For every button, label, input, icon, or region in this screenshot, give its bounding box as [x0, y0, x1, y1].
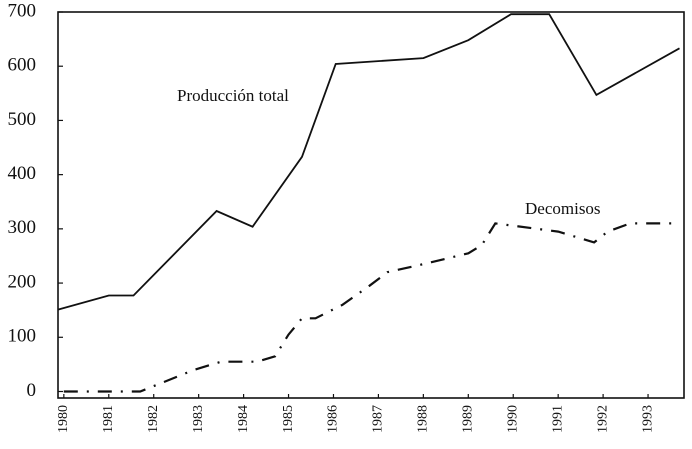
x-tick-label: 1984: [236, 405, 251, 433]
x-tick-label: 1988: [416, 405, 431, 433]
x-tick-label: 1985: [281, 405, 296, 433]
x-tick-label: 1991: [550, 405, 565, 433]
y-tick-label: 200: [8, 271, 37, 292]
y-tick-label: 300: [8, 217, 37, 238]
plot-frame: [57, 11, 685, 399]
x-tick-label: 1990: [505, 405, 520, 433]
series-label: Decomisos: [525, 199, 601, 218]
x-tick-label: 1989: [461, 405, 476, 433]
y-tick-label: 500: [8, 109, 37, 130]
x-tick-label: 1981: [101, 405, 116, 433]
x-tick-label: 1983: [191, 405, 206, 433]
y-tick-label: 400: [8, 163, 37, 184]
x-tick-label: 1992: [595, 405, 610, 433]
x-tick-label: 1986: [326, 405, 341, 433]
series-label: Producción total: [177, 86, 289, 105]
y-tick-label: 100: [8, 326, 37, 347]
series-line: [63, 222, 675, 393]
y-tick-label: 700: [8, 0, 37, 21]
x-tick-label: 1980: [56, 405, 71, 433]
series-line: [57, 13, 680, 311]
y-tick-label: 600: [8, 55, 37, 76]
x-tick-label: 1982: [146, 405, 161, 433]
x-tick-label: 1993: [640, 405, 655, 433]
y-tick-label: 0: [27, 380, 37, 401]
x-tick-label: 1987: [371, 405, 386, 433]
